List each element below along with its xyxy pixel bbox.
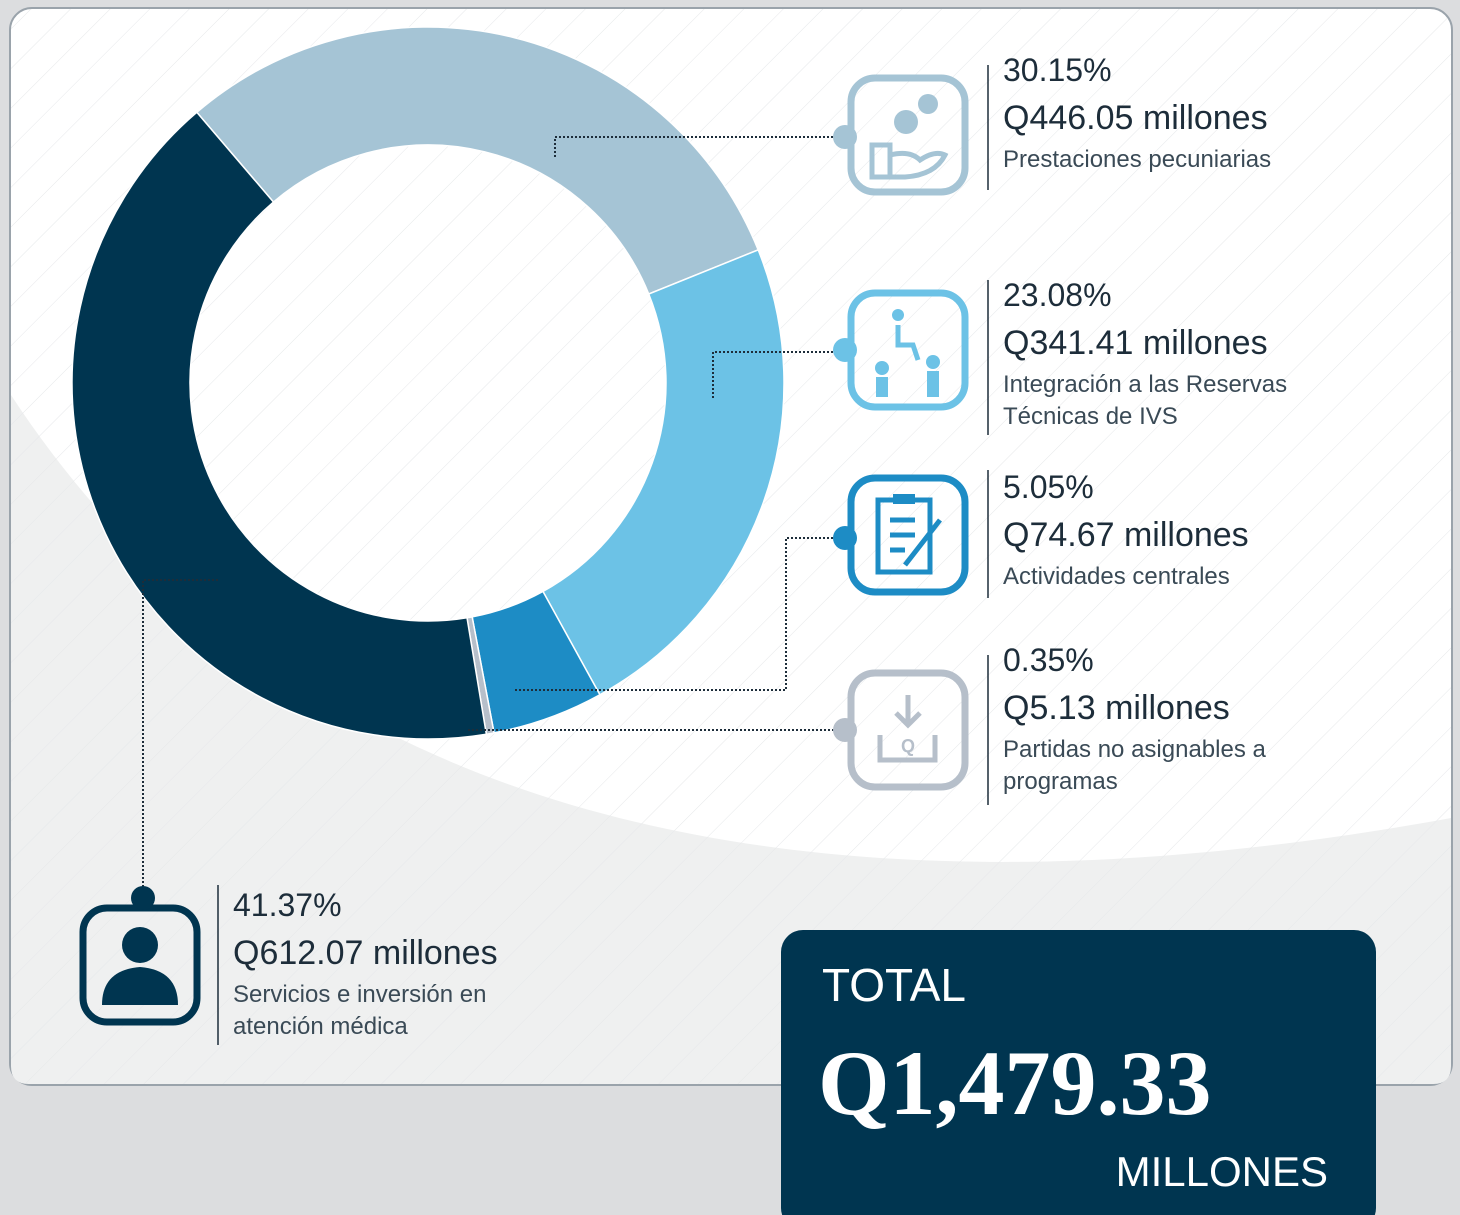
category-label: Prestaciones pecuniarias bbox=[1003, 146, 1272, 173]
legend-entry: 5.05% Q74.67 millones Actividades centrale… bbox=[1003, 469, 1303, 593]
percent-label: 5.05% bbox=[1003, 469, 1094, 505]
connectors bbox=[142, 136, 842, 895]
donut-segment bbox=[195, 26, 760, 295]
total-value: Q1,479.33 bbox=[818, 1032, 1212, 1134]
percent-label: 23.08% bbox=[1003, 277, 1112, 313]
percent-label: 30.15% bbox=[1003, 52, 1112, 88]
total-unit: MILLONES bbox=[1115, 1148, 1328, 1195]
legend-entry: 41.37% Q612.07 millones Servicios e invers… bbox=[233, 887, 533, 1043]
category-label: Integración a las Reservas Técnicas de I… bbox=[1003, 371, 1288, 430]
category-label: Servicios e inversión en atención médica bbox=[233, 981, 487, 1040]
separators bbox=[217, 65, 989, 1045]
category-label: Partidas no asignables a programas bbox=[1003, 736, 1266, 795]
legend-entry: 23.08% Q341.41 millones Integración a las … bbox=[1003, 277, 1323, 433]
percent-label: 0.35% bbox=[1003, 642, 1094, 678]
legend-entry: 30.15% Q446.05 millones Prestaciones pecun… bbox=[1003, 52, 1303, 176]
donut-segment bbox=[541, 248, 785, 696]
amount-label: Q446.05 millones bbox=[1003, 99, 1268, 137]
total-box bbox=[781, 930, 1376, 1215]
legend-entry: 0.35% Q5.13 millones Partidas no asignable… bbox=[1003, 642, 1303, 798]
category-label: Actividades centrales bbox=[1003, 563, 1230, 590]
percent-label: 41.37% bbox=[233, 887, 342, 923]
donut-segment bbox=[71, 111, 488, 740]
total-label: TOTAL bbox=[822, 959, 966, 1011]
amount-label: Q612.07 millones bbox=[233, 934, 498, 972]
amount-label: Q341.41 millones bbox=[1003, 324, 1268, 362]
icons: Q bbox=[79, 74, 969, 1026]
amount-label: Q5.13 millones bbox=[1003, 689, 1230, 727]
amount-label: Q74.67 millones bbox=[1003, 516, 1249, 554]
svg-text:Q: Q bbox=[901, 736, 915, 756]
